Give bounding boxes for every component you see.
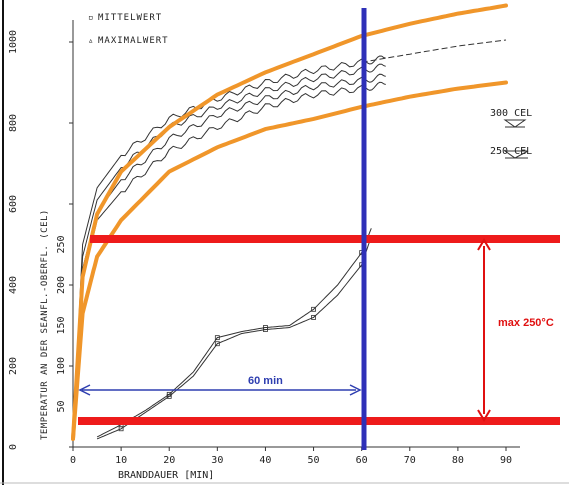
furnace-boundary-curve	[71, 80, 508, 441]
x-tick-label: 60	[356, 455, 368, 466]
seam-data-marker	[311, 314, 316, 320]
surface-temperature-curve	[72, 73, 386, 439]
seam-temperature-curve	[96, 228, 372, 438]
seam-temperature-curve	[96, 236, 372, 440]
x-tick-label: 80	[452, 455, 464, 466]
furnace-boundary-curve	[71, 3, 508, 441]
x-tick-label: 90	[500, 455, 512, 466]
y-inner-ticks: 50 100 150 200 250	[56, 235, 67, 412]
legend-label-maximalwert: MAXIMALWERT	[98, 36, 169, 46]
x-tick-label: 10	[115, 455, 127, 466]
surface-temperature-curve	[72, 55, 386, 439]
surface-temperature-curve	[361, 39, 507, 63]
seam-data-marker	[118, 426, 124, 432]
x-axis-label: BRANDDAUER [MIN]	[118, 470, 214, 481]
seam-data-marker	[263, 327, 268, 332]
y-axis-label: TEMPERATUR AN DER SEANFL.-OBERFL. (CEL)	[40, 209, 50, 440]
x-tick-label: 50	[308, 455, 320, 466]
y-inner-tick-label: 50	[56, 400, 67, 412]
y-tick-label: 600	[8, 195, 19, 213]
seam-data-marker	[166, 393, 172, 399]
seam-data-marker	[214, 335, 220, 341]
y-tick-label: 1000	[8, 30, 19, 54]
y-inner-tick-label: 250	[56, 235, 67, 253]
label-300-cel: 300 CEL	[490, 108, 532, 119]
y-ticks: 0 200 400 600 800 1000	[8, 30, 73, 450]
x-tick-label: 40	[259, 455, 271, 466]
x-tick-label: 70	[404, 455, 416, 466]
seam-data-marker	[214, 341, 220, 347]
duration-arrow-head-left	[78, 384, 91, 396]
x-tick-label: 30	[211, 455, 223, 466]
max-arrow-head-bottom	[477, 409, 491, 422]
surface-temperature-curve	[72, 63, 386, 439]
duration-label: 60 min	[248, 375, 283, 387]
duration-arrow-head-right	[349, 384, 362, 396]
x-tick-label: 0	[70, 455, 76, 466]
furnace-curves	[71, 3, 508, 441]
max-temperature-label: max 250°C	[498, 317, 554, 329]
y-tick-label: 200	[8, 357, 19, 375]
legend: ▫ MITTELWERT ▵ MAXIMALWERT	[88, 13, 169, 46]
seam-data-marker	[311, 306, 316, 312]
y-inner-tick-label: 200	[56, 276, 67, 294]
label-300-marker	[503, 119, 527, 128]
x-ticks: 0 10 20 30 40 50 60 70 80 90	[70, 447, 512, 466]
legend-symbol-mittelwert: ▫	[88, 13, 94, 23]
y-inner-tick-label: 150	[56, 316, 67, 334]
label-250-marker	[503, 150, 529, 159]
surface-temperature-curve	[72, 81, 386, 439]
y-tick-label: 0	[8, 444, 19, 450]
x-tick-label: 20	[163, 455, 175, 466]
y-inner-tick-label: 100	[56, 357, 67, 375]
y-tick-label: 800	[8, 114, 19, 132]
legend-label-mittelwert: MITTELWERT	[98, 13, 162, 23]
y-tick-label: 400	[8, 276, 19, 294]
max-arrow-head-top	[477, 238, 491, 251]
legend-symbol-maximalwert: ▵	[88, 36, 94, 46]
